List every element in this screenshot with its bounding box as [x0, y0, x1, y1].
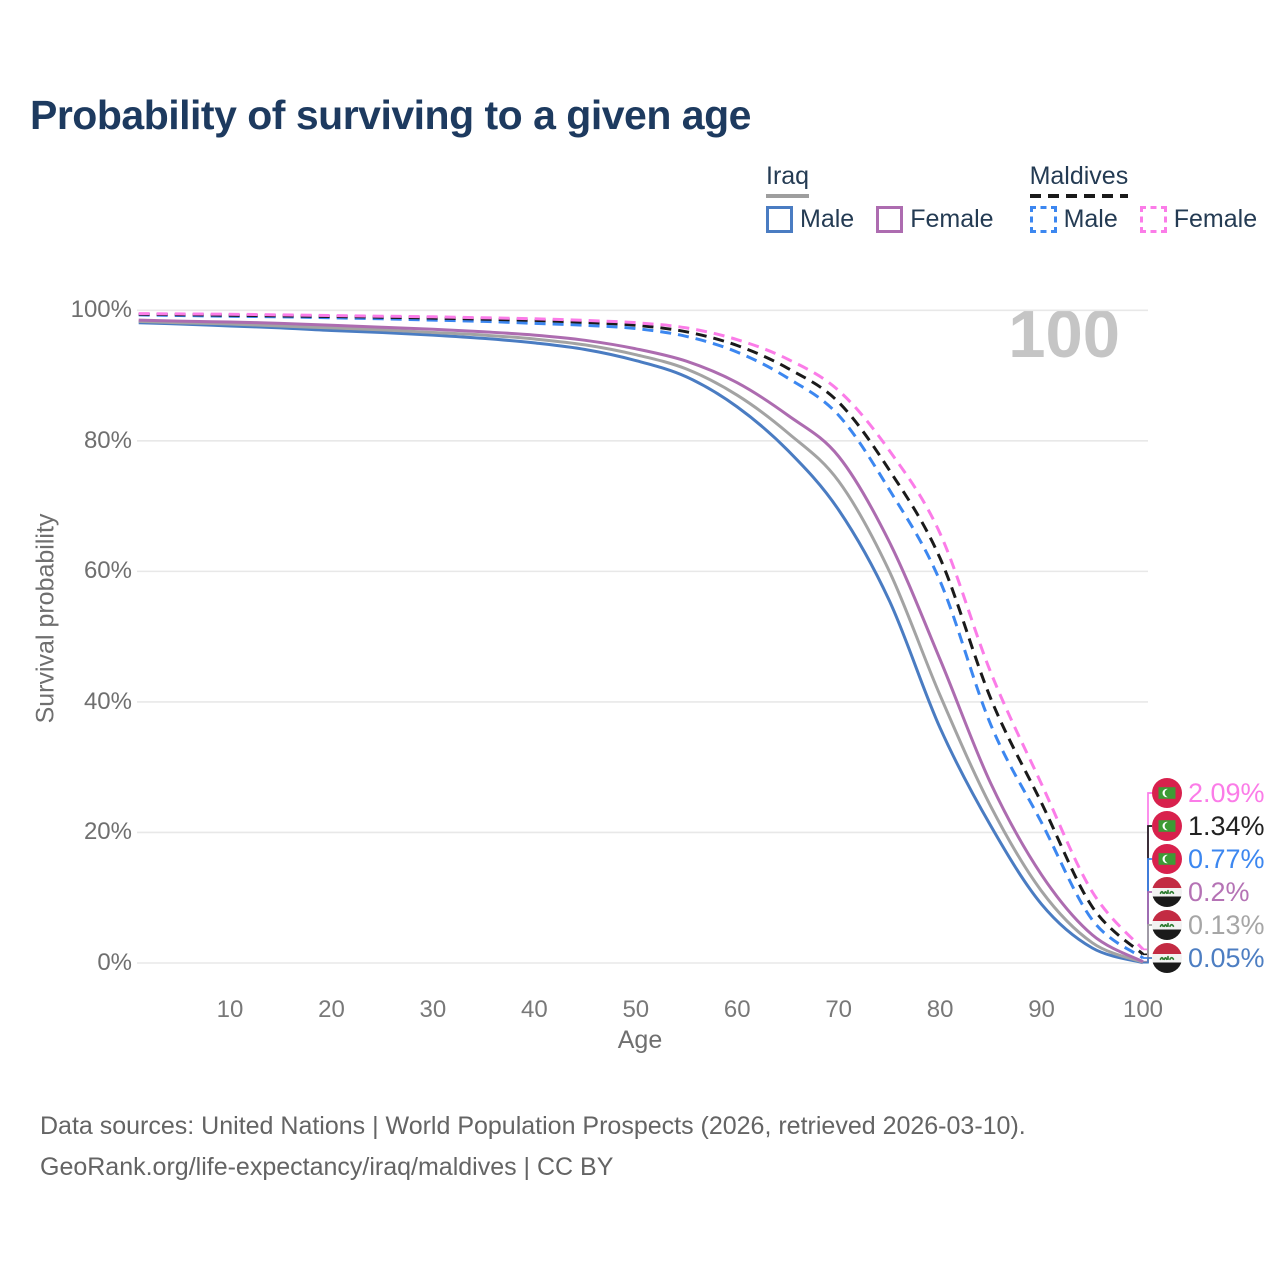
- x-tick-40: 40: [521, 996, 548, 1023]
- x-tick-80: 80: [926, 996, 954, 1023]
- maldives-flag-icon: [1152, 844, 1182, 874]
- legend-swatch-maldives-female[interactable]: [1139, 206, 1167, 233]
- legend-group-name: Maldives: [1029, 162, 1129, 190]
- y-tick-60: 60%: [83, 557, 132, 585]
- footer: Data sources: United Nations | World Pop…: [40, 1106, 1026, 1188]
- y-tick-100: 100%: [70, 296, 132, 324]
- legend-line-style-sample-solid: [766, 194, 810, 198]
- legend-item-maldives-male[interactable]: Male: [1029, 205, 1118, 234]
- series-line-iraq-male: [138, 321, 1144, 965]
- x-tick-60: 60: [723, 996, 751, 1023]
- end-label-value: 0.05%: [1188, 943, 1265, 973]
- legend-item-label: Female: [910, 205, 994, 233]
- end-label-maldives-female: 2.09%: [1152, 777, 1265, 809]
- footer-data-sources: Data sources: United Nations | World Pop…: [40, 1112, 1026, 1140]
- x-tick-20: 20: [318, 996, 345, 1023]
- y-tick-20: 20%: [83, 818, 132, 846]
- end-label-value: 1.34%: [1188, 811, 1265, 841]
- series-line-maldives: [138, 312, 1145, 956]
- legend-line-style-sample-dashed: [1029, 194, 1129, 198]
- end-label-value: 2.09%: [1188, 778, 1265, 808]
- series-line-iraq: [138, 319, 1144, 964]
- x-tick-90: 90: [1028, 996, 1055, 1023]
- legend-item-label: Male: [800, 205, 855, 233]
- end-label-iraq-female: 0.2%: [1152, 876, 1250, 908]
- legend-swatch-maldives-male[interactable]: [1029, 206, 1057, 233]
- iraq-flag-icon: [1152, 877, 1182, 907]
- series-line-maldives-male: [138, 313, 1144, 960]
- y-axis-title: Survival probability: [31, 513, 60, 724]
- end-connector-iraq: [1143, 924, 1152, 964]
- legend-items: Male Female: [1029, 205, 1258, 234]
- x-tick-100: 100: [1122, 996, 1164, 1023]
- y-tick-40: 40%: [83, 687, 132, 715]
- legend-group-title-iraq: Iraq: [766, 162, 810, 198]
- legend-item-iraq-female[interactable]: Female: [876, 205, 994, 234]
- iraq-flag-icon: [1152, 943, 1182, 973]
- end-label-value: 0.77%: [1188, 844, 1265, 874]
- end-label-maldives-male: 0.77%: [1152, 843, 1265, 875]
- legend-item-label: Male: [1063, 205, 1118, 233]
- series-line-iraq-female: [138, 318, 1144, 964]
- y-tick-0: 0%: [97, 949, 132, 976]
- footer-url: GeoRank.org/life-expectancy/iraq/maldive…: [40, 1153, 614, 1181]
- iraq-flag-icon: [1152, 910, 1182, 940]
- legend-item-maldives-female[interactable]: Female: [1139, 205, 1258, 234]
- end-label-iraq-male: 0.05%: [1152, 942, 1265, 974]
- legend-group-iraq: Iraq Male Female: [766, 162, 994, 234]
- end-label-maldives: 1.34%: [1152, 810, 1265, 842]
- y-tick-80: 80%: [83, 426, 132, 454]
- end-connector-iraq-male: [1143, 957, 1152, 964]
- series-line-maldives-female: [138, 312, 1145, 951]
- maldives-flag-icon: [1152, 778, 1182, 808]
- legend: Iraq Male Female Maldives Male Female: [766, 162, 1257, 234]
- x-tick-30: 30: [419, 996, 447, 1023]
- legend-item-label: Female: [1173, 205, 1258, 233]
- legend-items: Male Female: [766, 205, 994, 234]
- x-tick-50: 50: [622, 996, 650, 1023]
- x-tick-70: 70: [825, 996, 853, 1023]
- legend-group-maldives: Maldives Male Female: [1029, 162, 1258, 234]
- end-label-iraq: 0.13%: [1152, 909, 1265, 941]
- page-title: Probability of surviving to a given age: [30, 92, 751, 138]
- x-tick-10: 10: [216, 996, 244, 1023]
- legend-swatch-iraq-female[interactable]: [876, 206, 904, 233]
- end-label-value: 0.13%: [1188, 910, 1265, 940]
- legend-group-name: Iraq: [766, 162, 810, 190]
- maldives-flag-icon: [1152, 811, 1182, 841]
- x-axis-title: Age: [617, 1026, 663, 1054]
- end-label-value: 0.2%: [1188, 877, 1250, 907]
- legend-item-iraq-male[interactable]: Male: [766, 205, 854, 234]
- legend-group-title-maldives: Maldives: [1029, 162, 1129, 198]
- legend-swatch-iraq-male[interactable]: [766, 206, 793, 233]
